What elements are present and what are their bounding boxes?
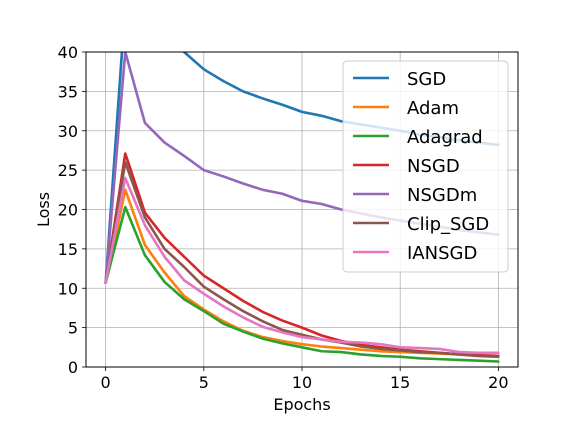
legend-label: Adagrad — [407, 127, 483, 148]
y-tick-label: 40 — [58, 43, 78, 62]
legend-label: Adam — [407, 98, 459, 119]
y-tick-label: 25 — [58, 161, 78, 180]
y-tick-label: 15 — [58, 240, 78, 259]
legend-label: IANSGD — [407, 243, 477, 264]
x-tick-label: 5 — [199, 373, 209, 392]
x-tick-label: 20 — [488, 373, 508, 392]
legend-label: NSGDm — [407, 185, 477, 206]
y-tick-label: 30 — [58, 122, 78, 141]
y-axis-label: Loss — [34, 192, 53, 227]
axis-ticks: 0 5 10 15 20 0 5 10 15 20 25 30 35 40 — [58, 43, 509, 392]
series-line-adagrad — [104, 205, 500, 363]
y-tick-label: 0 — [68, 358, 78, 377]
legend: SGD Adam Adagrad NSGD NSGDm Clip_SGD IANSGD — [342, 60, 509, 273]
plot-frame — [85, 51, 519, 368]
legend-label: SGD — [407, 69, 446, 90]
x-tick-label: 15 — [390, 373, 410, 392]
y-tick-label: 5 — [68, 319, 78, 338]
x-tick-label: 10 — [292, 373, 312, 392]
y-tick-label: 35 — [58, 82, 78, 101]
series-line-clip-sgd — [104, 160, 500, 359]
x-tick-label: 0 — [101, 373, 111, 392]
legend-label: Clip_SGD — [407, 214, 489, 235]
legend-label: NSGD — [407, 156, 460, 177]
legend-box — [342, 60, 509, 273]
x-axis-label: Epochs — [273, 395, 330, 414]
series-line-iansgd — [104, 176, 500, 355]
y-tick-label: 20 — [58, 201, 78, 220]
y-tick-label: 10 — [58, 279, 78, 298]
